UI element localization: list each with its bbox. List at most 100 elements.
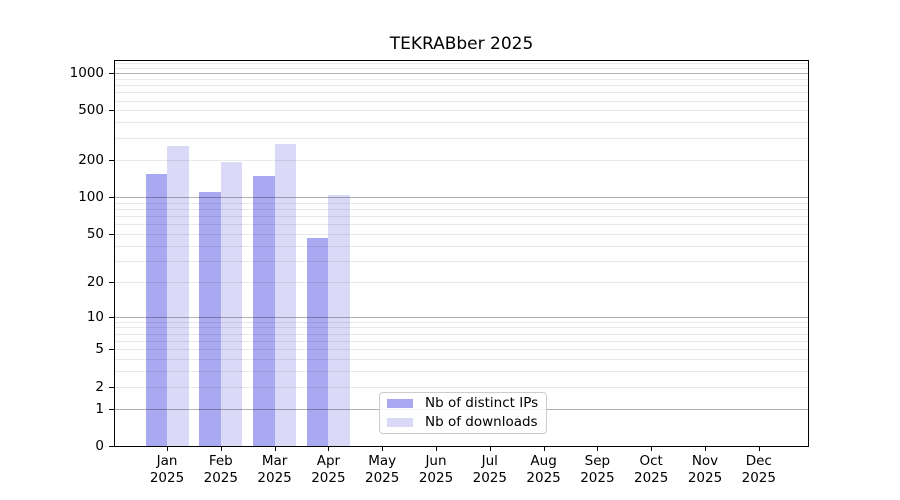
grid-line-minor [115,245,808,247]
x-tick-month: Jan [156,453,178,469]
x-axis-tick-label: May 2025 [365,453,399,486]
grid-line-minor [115,333,808,335]
x-tick-year: 2025 [741,469,776,486]
grid-line-minor [115,137,808,139]
y-axis-tick-label: 500 [78,102,104,119]
x-tick-year: 2025 [311,469,346,486]
y-tick-mark [109,408,114,410]
grid-line-minor [115,202,808,204]
x-tick-mark [489,447,491,451]
x-axis-tick-label: Dec 2025 [742,453,776,486]
x-tick-mark [758,447,760,451]
bar-series-1-jan [167,146,189,446]
grid-line-minor [115,281,808,283]
x-tick-mark [597,447,599,451]
x-axis-tick-label: Nov 2025 [688,453,722,486]
y-tick-mark [109,233,114,235]
x-tick-year: 2025 [472,469,507,486]
legend: Nb of distinct IPs Nb of downloads [379,392,547,434]
grid-line-minor [115,122,808,124]
grid-line-minor [115,63,808,65]
y-tick-mark [109,316,114,318]
y-tick-mark [109,159,114,161]
bars-layer [115,61,808,446]
grid-line-minor [115,92,808,94]
y-axis-tick-label: 20 [86,273,104,290]
x-tick-month: Sep [584,453,611,469]
x-tick-mark [436,447,437,451]
plot-area [114,60,809,447]
x-tick-month: Apr [316,453,341,469]
x-axis-tick-label: Jan 2025 [150,453,184,486]
x-axis-tick-label: Aug 2025 [526,453,560,486]
legend-swatch [387,399,413,408]
x-tick-mark [220,447,222,451]
grid-line-minor [115,159,808,161]
x-tick-year: 2025 [526,469,561,486]
legend-swatch [387,418,413,427]
x-tick-month: Oct [639,453,663,469]
x-tick-year: 2025 [203,469,238,486]
legend-label: Nb of downloads [425,414,538,430]
y-axis-tick-label: 200 [78,151,104,168]
grid-line-minor [115,341,808,342]
x-tick-mark [274,447,276,451]
grid-line-minor [115,208,808,210]
y-tick-mark [109,110,114,112]
y-axis-tick-label: 1 [95,400,104,417]
bar-series-0-mar [253,175,275,446]
grid-line-minor [115,85,808,87]
x-axis-tick-label: Oct 2025 [634,453,668,486]
grid-line-minor [115,100,808,102]
y-axis-tick-label: 0 [95,438,104,454]
x-tick-mark [167,447,168,451]
x-tick-month: Jul [481,453,498,469]
x-tick-month: Dec [745,453,772,469]
grid-line-minor [115,386,808,388]
x-tick-year: 2025 [257,469,292,486]
grid-line-minor [115,349,808,351]
bar-series-1-apr [328,195,350,446]
grid-line-minor [115,321,808,323]
x-tick-year: 2025 [634,469,669,486]
x-tick-year: 2025 [580,469,615,486]
bar-series-0-feb [199,191,221,446]
x-tick-year: 2025 [418,469,454,486]
grid-line-minor [115,224,808,226]
grid-line-minor [115,327,808,329]
grid-line-minor [115,215,808,217]
x-axis-tick-label: Jun 2025 [419,453,453,486]
y-axis-tick-label: 1000 [69,65,104,81]
x-tick-year: 2025 [365,469,400,486]
y-tick-mark [109,73,114,74]
x-axis-tick-label: Feb 2025 [204,453,238,486]
grid-line-major [115,73,808,74]
x-tick-month: May [368,453,397,469]
y-tick-mark [109,196,114,198]
x-tick-mark [543,447,545,451]
x-tick-year: 2025 [149,469,185,486]
x-tick-mark [651,447,653,451]
x-tick-month: Mar [261,453,288,469]
x-axis-tick-label: Sep 2025 [580,453,614,486]
grid-line-minor [115,67,808,69]
x-axis-tick-label: Mar 2025 [257,453,291,486]
grid-line-major [115,316,808,318]
x-axis-tick-label: Apr 2025 [311,453,345,486]
y-tick-mark [109,281,114,283]
x-tick-month: Nov [691,453,719,469]
y-axis-tick-label: 50 [86,225,104,242]
grid-line-minor [115,233,808,235]
x-tick-year: 2025 [687,469,723,486]
legend-label: Nb of distinct IPs [425,395,539,411]
x-axis-tick-label: Jul 2025 [473,453,507,486]
y-axis-tick-label: 10 [86,308,104,325]
grid-line-minor [115,110,808,112]
y-tick-mark [109,349,114,351]
y-tick-mark [109,386,114,388]
x-tick-mark [705,447,706,451]
x-tick-mark [382,447,384,451]
grid-line-minor [115,260,808,262]
grid-line-minor [115,78,808,80]
